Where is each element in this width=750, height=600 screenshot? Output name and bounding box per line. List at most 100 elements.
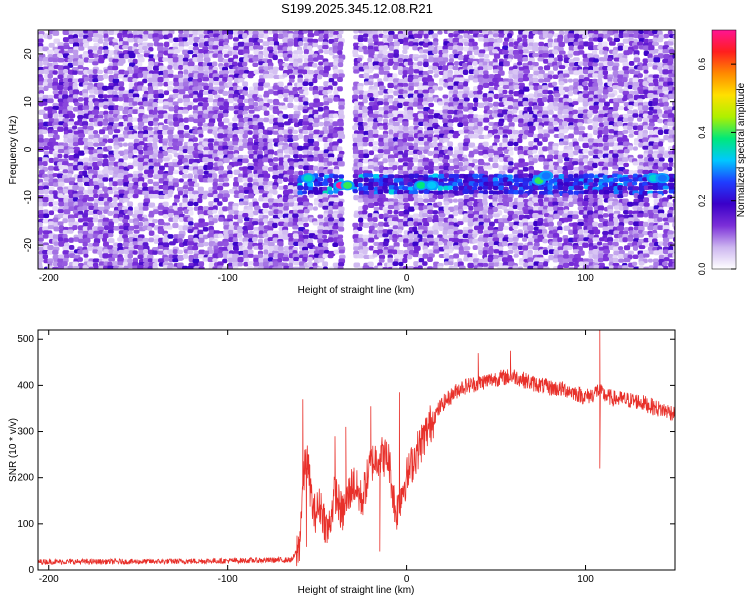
spectrogram-cell: [617, 121, 623, 127]
spectrogram-cell: [672, 137, 675, 143]
spectrogram-cell: [512, 129, 520, 135]
spectrogram-cell: [288, 78, 295, 83]
spectrogram-cell: [557, 57, 563, 62]
spectrogram-cell: [377, 90, 384, 96]
spectrogram-cell: [42, 209, 49, 214]
spectrogram-cell: [562, 153, 569, 158]
spectrogram-cell: [563, 38, 570, 44]
spectrogram-cell: [62, 77, 69, 84]
spectrogram-cell: [587, 61, 594, 68]
spectrogram-cell: [227, 81, 233, 87]
spectrogram-cell: [203, 70, 209, 76]
spectrogram-cell: [123, 70, 130, 75]
spectrogram-cell: [102, 94, 109, 99]
spectrogram-cell: [632, 85, 638, 91]
spectrogram-cell: [593, 58, 599, 63]
spectrogram-cell: [527, 133, 534, 138]
spectrogram-cell: [43, 85, 49, 92]
spectrogram-cell: [227, 90, 235, 95]
spectrogram-cell: [312, 206, 318, 211]
spectrogram-cell: [652, 30, 658, 35]
spectrogram-cell: [232, 37, 239, 42]
spectrogram-cell: [187, 105, 193, 110]
spectrogram-cell: [353, 69, 360, 74]
spectrogram-cell: [487, 97, 493, 103]
spectrogram-cell: [77, 61, 84, 66]
spectrogram-cell: [672, 69, 675, 75]
spectrogram-cell: [142, 46, 148, 51]
spectrogram-cell: [542, 97, 548, 103]
spectrogram-cell: [368, 49, 375, 55]
spectrogram-cell: [452, 198, 458, 203]
spectrogram-cell: [188, 66, 195, 72]
spectrogram-cell: [637, 65, 644, 71]
spectrogram-cell: [208, 33, 215, 38]
spectrogram-cell: [457, 50, 463, 55]
spectrogram-cell: [197, 169, 204, 175]
spectrogram-cell: [642, 133, 648, 138]
spectrogram-cell: [428, 109, 435, 115]
spectrogram-cell: [432, 41, 439, 46]
spectrogram-cell: [582, 149, 589, 154]
spectrogram-cell: [607, 66, 613, 71]
spectrogram-cell: [487, 65, 493, 70]
spectrogram-cell: [522, 193, 528, 198]
spectrogram-cell: [107, 189, 114, 195]
spectrogram-cell: [508, 78, 514, 84]
spectrogram-cell: [658, 45, 664, 50]
spectrogram-cell: [287, 85, 294, 91]
spectrogram-cell: [178, 41, 185, 47]
spectrogram-cell: [547, 42, 554, 48]
spectrogram-cell: [568, 177, 575, 182]
spectrogram-cell: [377, 149, 384, 154]
spectrogram-cell: [388, 30, 395, 36]
spectrogram-cell: [43, 189, 49, 195]
spectrogram-cell: [358, 94, 364, 100]
spectrogram-cell: [142, 37, 148, 42]
spectrogram-cell: [167, 49, 175, 55]
spectrogram-cell: [207, 97, 214, 103]
spectrogram-cell: [402, 49, 408, 54]
spectrogram-cell: [608, 129, 615, 134]
spectrogram-cell: [133, 42, 139, 48]
spectrogram-cell: [198, 49, 204, 54]
spectrogram-cell: [492, 129, 499, 134]
spectrogram-cell: [673, 205, 675, 211]
spectrogram-cell: [638, 30, 644, 35]
spectrogram-cell: [242, 90, 248, 96]
spectrogram-cell: [197, 73, 205, 79]
spectrogram-cell: [673, 81, 675, 87]
spectrogram-cell: [507, 54, 514, 60]
spectrogram-cell: [667, 81, 675, 86]
spectrogram-cell: [83, 42, 90, 48]
spectrogram-cell: [522, 57, 529, 62]
spectrogram-cell: [137, 30, 144, 35]
spectrogram-cell: [643, 197, 650, 203]
spectrogram-cell: [373, 73, 380, 79]
spectrogram-cell: [357, 198, 364, 203]
spectrogram-cell: [372, 141, 379, 146]
spectrogram-cell: [502, 41, 509, 47]
spectrogram-cell: [642, 105, 649, 111]
spectrogram-cell: [598, 30, 604, 35]
spectrogram-cell: [462, 69, 469, 76]
spectrogram-cell: [72, 78, 80, 83]
spectrogram-cell: [38, 86, 44, 92]
spectrogram-cell: [437, 65, 443, 71]
spectrogram-cell: [402, 30, 409, 35]
spectrogram-cell: [312, 165, 319, 171]
spectrogram-cell: [152, 153, 158, 158]
spectrogram-cell: [627, 85, 633, 90]
spectrogram-cell: [623, 169, 630, 175]
spectrogram-cell: [298, 89, 305, 94]
spectrogram-cell: [657, 129, 664, 136]
spectrogram-cell: [142, 205, 149, 211]
spectrogram-cell: [88, 89, 95, 94]
spectrogram-cell: [527, 38, 535, 43]
spectrogram-cell: [192, 86, 199, 91]
spectrogram-cell: [492, 33, 499, 38]
spectrogram-cell: [612, 49, 618, 56]
spectrogram-cell: [313, 94, 320, 99]
spectrogram-cell: [192, 190, 199, 195]
spectrogram-cell: [202, 194, 208, 200]
